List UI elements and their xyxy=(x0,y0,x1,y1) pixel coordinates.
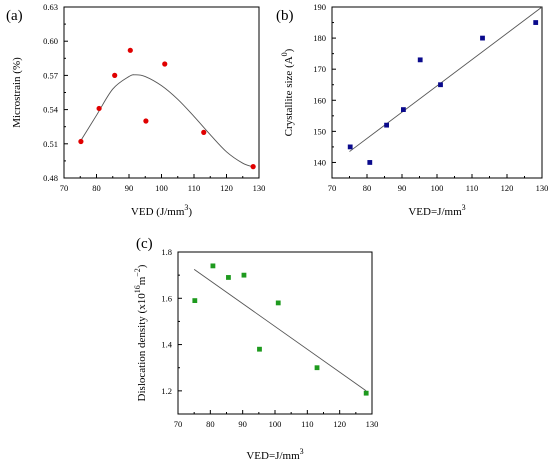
panel-label: (b) xyxy=(276,8,294,24)
x-tick-label: 90 xyxy=(238,419,247,429)
data-point xyxy=(363,390,369,396)
data-point xyxy=(250,164,256,170)
x-tick-label: 110 xyxy=(188,183,200,193)
data-point xyxy=(367,160,373,165)
data-point xyxy=(112,72,118,78)
data-point xyxy=(384,122,389,128)
fit-line xyxy=(193,268,367,392)
x-axis-label: VED=J/mm3 xyxy=(408,203,465,218)
x-tick-label: 130 xyxy=(536,183,549,193)
y-tick-label: 190 xyxy=(313,2,326,12)
data-point xyxy=(275,300,281,306)
x-axis-label-text: VED (J/mm xyxy=(131,206,185,218)
y-tick-label: 0.54 xyxy=(43,105,59,115)
y-tick-label: 0.57 xyxy=(43,70,58,80)
x-tick-label: 120 xyxy=(220,183,233,193)
x-tick-label: 70 xyxy=(328,183,337,193)
y-tick-label: 1.4 xyxy=(161,340,172,350)
panel-a: (a) 70 80 90 100 110 120 130 0.48 0.51 0.54 0.57 0.6… xyxy=(6,2,265,218)
y-axis-label: Crystallite size (A0) xyxy=(280,48,295,136)
x-tick-label: 70 xyxy=(60,183,69,193)
x-axis-label: VED (J/mm3) xyxy=(131,203,192,218)
data-point xyxy=(314,365,320,371)
y-tick-label: 0.60 xyxy=(43,36,58,46)
x-axis-label: VED=J/mm3 xyxy=(246,447,303,462)
y-tick-label: 160 xyxy=(313,95,326,105)
y-axis-label-mid: m xyxy=(136,276,148,285)
data-point xyxy=(417,57,423,63)
data-point xyxy=(438,82,443,88)
plot-frame xyxy=(331,6,543,179)
x-axis-label-text: VED=J/mm xyxy=(408,206,462,218)
x-tick-label: 110 xyxy=(301,419,313,429)
data-point xyxy=(78,138,84,145)
data-point xyxy=(127,47,133,53)
data-point xyxy=(226,275,231,280)
x-tick-label: 100 xyxy=(155,183,168,193)
x-tick-label: 90 xyxy=(125,183,134,193)
data-point xyxy=(201,129,207,135)
data-point xyxy=(143,118,149,124)
panel-b: (b) 70 80 90 100 110 120 130 140 150 160 170 180 190 V… xyxy=(276,2,548,218)
plot-frame xyxy=(63,6,260,179)
data-point xyxy=(162,61,168,67)
y-tick-label: 150 xyxy=(313,126,326,136)
x-tick-label: 90 xyxy=(398,183,407,193)
x-tick-label: 100 xyxy=(269,419,282,429)
plot-frame xyxy=(177,251,373,415)
y-axis-label-tail: ) xyxy=(136,264,148,268)
x-tick-label: 120 xyxy=(333,419,346,429)
data-point xyxy=(241,272,247,278)
y-tick-label: 0.63 xyxy=(43,2,58,12)
y-axis-label-sup: 0 xyxy=(280,52,289,56)
y-tick-label: 140 xyxy=(313,157,326,167)
y-axis-label-text: Microstrain (%) xyxy=(11,57,23,128)
y-axis-label: Dislocation density (x1016m−2) xyxy=(133,264,148,401)
x-tick-label: 100 xyxy=(431,183,444,193)
x-tick-label: 130 xyxy=(366,419,379,429)
x-tick-label: 80 xyxy=(92,183,101,193)
x-tick-label: 80 xyxy=(363,183,372,193)
panel-label: (c) xyxy=(136,236,153,252)
y-axis-label-sup2: −2 xyxy=(133,268,142,277)
data-point xyxy=(533,20,539,25)
x-tick-label: 110 xyxy=(466,183,478,193)
x-tick-label: 80 xyxy=(206,419,215,429)
data-point xyxy=(257,346,262,352)
y-tick-label: 180 xyxy=(313,33,326,43)
y-axis-label: Microstrain (%) xyxy=(11,57,23,128)
data-point xyxy=(401,107,406,112)
panel-label: (a) xyxy=(6,8,23,24)
x-tick-label: 130 xyxy=(253,183,266,193)
y-tick-label: 0.51 xyxy=(43,139,58,149)
x-axis-label-tail: ) xyxy=(188,206,192,218)
y-axis-label-text: Dislocation density (x10 xyxy=(136,293,148,402)
y-tick-label: 1.2 xyxy=(161,386,172,396)
y-axis-label-tail: ) xyxy=(283,48,295,52)
data-point xyxy=(96,105,102,112)
x-axis-label-text: VED=J/mm xyxy=(246,450,300,462)
fit-line xyxy=(79,74,253,168)
fit-line xyxy=(349,6,543,152)
data-point xyxy=(192,298,198,303)
data-point xyxy=(347,144,353,150)
y-axis-label-text: Crystallite size (A xyxy=(283,56,295,136)
y-tick-label: 170 xyxy=(313,64,326,74)
x-tick-label: 70 xyxy=(174,419,183,429)
x-axis-label-sup: 3 xyxy=(184,203,188,212)
x-axis-label-sup: 3 xyxy=(300,447,304,456)
x-tick-label: 120 xyxy=(501,183,514,193)
y-tick-label: 0.48 xyxy=(43,173,58,183)
y-tick-label: 1.6 xyxy=(161,293,172,303)
y-axis-label-sup: 16 xyxy=(133,285,142,293)
y-tick-label: 1.8 xyxy=(161,247,172,257)
data-point xyxy=(210,263,216,269)
x-axis-label-sup: 3 xyxy=(462,203,466,212)
data-point xyxy=(480,35,485,41)
panel-c: (c) 70 80 90 100 110 120 130 1.2 1.4 1.6 1.8 VED=J/m… xyxy=(133,236,378,462)
